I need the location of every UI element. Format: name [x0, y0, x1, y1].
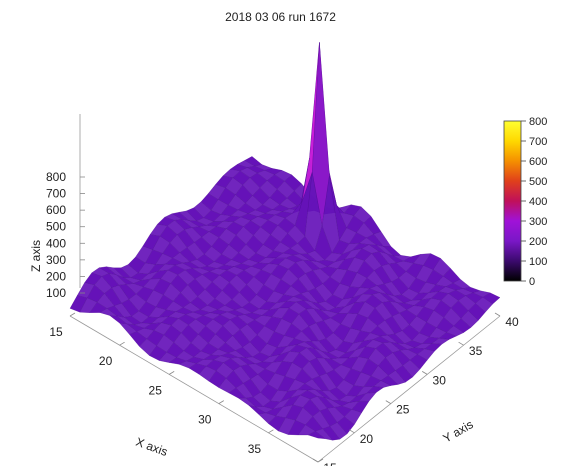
z-tick-label: 500: [46, 220, 66, 234]
y-tick-mark: [312, 458, 319, 463]
x-tick-mark: [317, 458, 324, 463]
z-tick-label: 800: [46, 170, 66, 184]
y-axis-ticks: 15 20 25 30 35 40: [312, 312, 519, 466]
y-tick-mark: [385, 400, 392, 404]
x-tick-label: 25: [149, 383, 163, 397]
x-tick-mark: [119, 341, 125, 346]
x-axis-ticks: 152025303540: [49, 312, 324, 463]
x-tick-label: 35: [248, 442, 262, 456]
y-tick-label: 20: [360, 432, 374, 446]
surface-patch: [307, 431, 326, 439]
colorbar-gradient: [503, 120, 522, 282]
y-tick-label: 35: [469, 344, 483, 358]
colorbar: 800 700 600 500 400 300 200 100 0: [503, 116, 547, 288]
colorbar-tick-label: 400: [529, 196, 547, 208]
axes-frame: [69, 114, 501, 463]
colorbar-tick-label: 700: [529, 136, 547, 148]
x-tick-mark: [168, 371, 175, 375]
colorbar-tick-label: 0: [529, 276, 535, 288]
y-tick-mark: [458, 341, 464, 346]
z-tick-label: 200: [46, 269, 66, 283]
x-tick-mark: [69, 312, 76, 317]
z-axis-label: Z axis: [29, 240, 43, 272]
x-tick-mark: [218, 400, 225, 404]
colorbar-tick-label: 300: [529, 216, 547, 228]
z-tick-label: 300: [46, 253, 66, 267]
colorbar-tick-label: 800: [529, 116, 547, 128]
y-axis-line: [317, 315, 501, 463]
x-tick-mark: [268, 429, 274, 434]
y-axis-label: Y axis: [441, 417, 476, 445]
colorbar-ticks: 800 700 600 500 400 300 200 100 0: [521, 116, 547, 288]
y-tick-label: 40: [505, 315, 519, 329]
chart-title: 2018 03 06 run 1672: [225, 10, 336, 24]
x-tick-label: 20: [99, 354, 113, 368]
z-tick-label: 600: [46, 203, 66, 217]
y-tick-mark: [494, 312, 501, 317]
y-tick-mark: [349, 429, 355, 434]
z-tick-label: 400: [46, 236, 66, 250]
colorbar-tick-label: 200: [529, 236, 547, 248]
colorbar-tick-label: 600: [529, 156, 547, 168]
colorbar-tick-label: 100: [529, 256, 547, 268]
z-tick-label: 100: [46, 286, 66, 300]
x-tick-label: 30: [198, 413, 212, 427]
x-tick-label: 15: [49, 325, 63, 339]
y-tick-label: 25: [396, 403, 410, 417]
y-tick-mark: [421, 371, 428, 375]
z-tick-label: 700: [46, 187, 66, 201]
surface: [69, 42, 501, 441]
y-tick-label: 30: [433, 373, 447, 387]
colorbar-tick-label: 500: [529, 176, 547, 188]
x-axis-label: X axis: [134, 435, 170, 459]
z-axis-ticks: 800 700 600 500 400 300 200 100: [46, 170, 85, 300]
x-axis-line: [69, 315, 319, 463]
y-tick-label: 15: [323, 461, 337, 466]
